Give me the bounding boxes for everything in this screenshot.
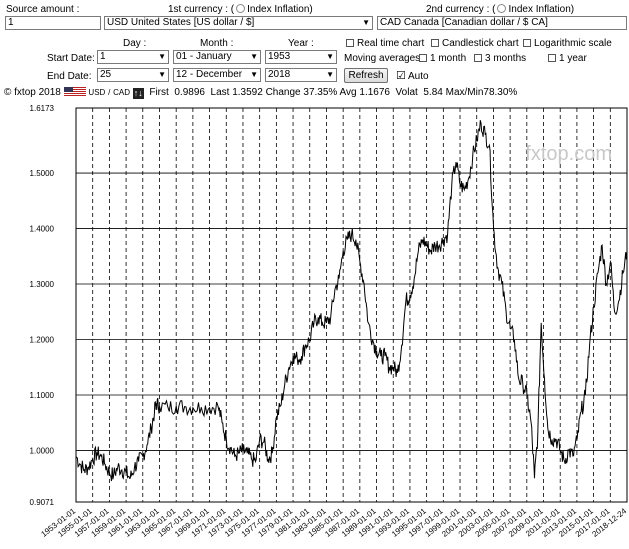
us-flag-icon [63,87,86,96]
start-month-value: 01 - January [176,51,232,62]
end-day-select[interactable]: 25 ▼ [97,68,169,82]
ma-1year-checkbox[interactable] [548,54,556,62]
stats-bar: © fxtop 2018 USD / CAD ↑↓ First 0.9896 L… [4,87,517,99]
start-year-select[interactable]: 1953 ▼ [265,50,337,64]
plot-frame [75,107,628,503]
chevron-down-icon: ▼ [250,52,258,61]
chevron-down-icon: ▼ [326,52,334,61]
y-tick-label: 1.3000 [30,280,55,289]
chevron-down-icon: ▼ [250,70,258,79]
currency2-label-text: 2nd currency : ( [426,4,496,15]
ma-1year-label: 1 year [559,53,587,64]
ma-1month-label: 1 month [430,53,467,64]
realtime-checkbox[interactable] [346,39,354,47]
maxmin-label: Max/Min [445,87,484,98]
currency2-value: CAD Canada [Canadian dollar / $ CA] [380,17,548,28]
currency1-label-text: 1st currency : ( [168,4,235,15]
month-label: Month : [200,38,234,49]
currency1-label: 1st currency : ( Index Inflation) [168,4,313,15]
swap-arrows-icon[interactable]: ↑↓ [132,88,144,99]
end-year-value: 2018 [268,69,291,80]
end-month-value: 12 - December [176,69,243,80]
ma-3months-label: 3 months [485,53,527,64]
auto-check-icon[interactable]: ☑ [396,70,406,82]
y-tick-label: 1.4000 [30,225,55,234]
start-day-select[interactable]: 1 ▼ [97,50,169,64]
currency1-index-label: Index Inflation) [247,4,313,15]
first-label: First [149,87,169,98]
auto-label: Auto [408,71,429,82]
amount-input[interactable]: 1 [5,16,101,30]
refresh-button[interactable]: Refresh [344,68,388,83]
series-line [75,120,628,482]
chevron-down-icon: ▼ [326,70,334,79]
currency1-index-radio[interactable] [236,4,246,13]
end-day-value: 25 [100,69,112,80]
start-day-value: 1 [100,51,106,62]
currency2-index-radio[interactable] [497,4,507,13]
last-value: 1.3592 [232,87,263,98]
pair-from: USD [88,88,106,97]
day-label: Day : [123,38,147,49]
moving-avg-label: Moving averages : [344,53,426,64]
currency2-index-label: Index Inflation) [508,4,575,15]
avg-label: Avg [339,87,357,98]
y-tick-label: 1.5000 [30,169,55,178]
ma-3months-checkbox[interactable] [474,54,482,62]
avg-value: 1.1676 [359,87,390,98]
y-tick-label: 1.0000 [30,446,55,455]
volat-value: 5.84 [423,87,443,98]
end-year-select[interactable]: 2018 ▼ [265,68,337,82]
maxmin-value: 78.30% [483,87,518,98]
currency2-select[interactable]: CAD Canada [Canadian dollar / $ CA] [377,16,627,30]
candlestick-checkbox[interactable] [431,39,439,47]
chart-grid [75,107,628,503]
chevron-down-icon: ▼ [362,18,370,27]
y-tick-label: 1.2000 [30,336,55,345]
y-axis-labels: 0.9071 1.0000 1.1000 1.2000 1.3000 1.4000 1.50… [30,104,55,507]
year-label: Year : [288,38,314,49]
watermark-text: fxtop.com [525,143,612,165]
currency1-select[interactable]: USD United States [US dollar / $] ▼ [104,16,373,30]
copyright-text: © fxtop 2018 [4,87,61,98]
chevron-down-icon: ▼ [158,70,166,79]
change-value: 37.35% [303,87,338,98]
currency2-label: 2nd currency : ( Index Inflation) [426,4,574,15]
pair-sep: / [108,88,111,97]
start-year-value: 1953 [268,51,291,62]
pair-to: CAD [113,88,130,97]
y-tick-label: 1.6173 [30,104,55,113]
log-scale-label: Logarithmic scale [534,38,612,49]
volat-label: Volat [395,87,418,98]
ma-1month-checkbox[interactable] [419,54,427,62]
first-value: 0.9896 [174,87,205,98]
source-amount-label: Source amount : [6,4,80,15]
x-axis-labels: 1953-01-011955-01-011957-01-011959-01-01… [39,506,628,539]
currency1-value: USD United States [US dollar / $] [107,17,255,28]
end-month-select[interactable]: 12 - December ▼ [173,68,261,82]
y-tick-label: 1.1000 [30,391,55,400]
log-scale-checkbox[interactable] [523,39,531,47]
start-month-select[interactable]: 01 - January ▼ [173,50,261,64]
last-label: Last [210,87,230,98]
y-tick-label: 0.9071 [30,498,55,507]
start-date-label: Start Date: [47,53,95,64]
end-date-label: End Date: [47,71,92,82]
candlestick-label: Candlestick chart [442,38,519,49]
change-label: Change [265,87,301,98]
realtime-label: Real time chart [357,38,425,49]
usd-cad-line-chart[interactable]: 0.9071 1.0000 1.1000 1.2000 1.3000 1.4000 1.50… [0,100,629,549]
chevron-down-icon: ▼ [158,52,166,61]
